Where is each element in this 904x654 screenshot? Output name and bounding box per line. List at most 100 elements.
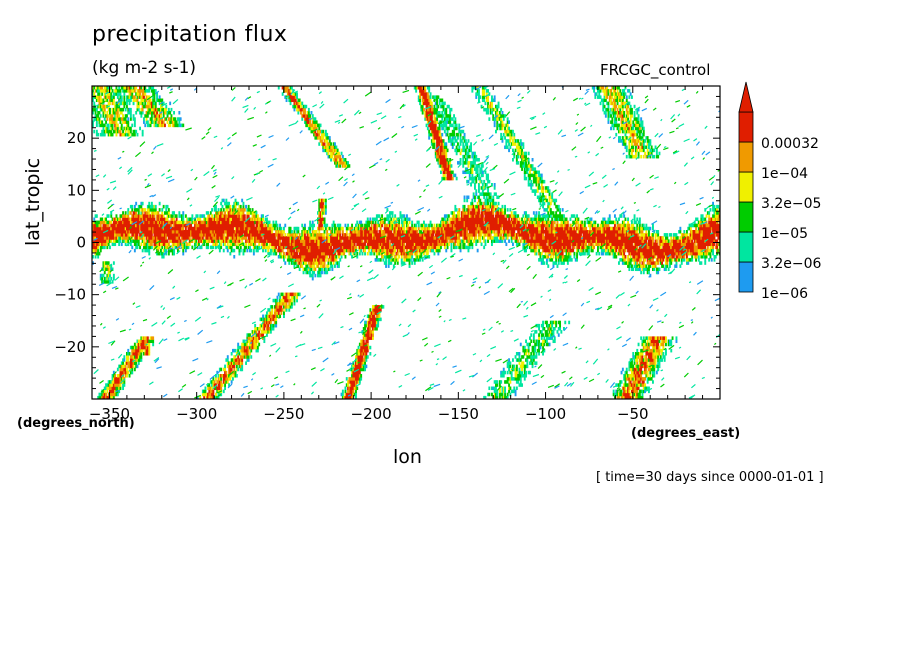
precip-cell <box>302 255 305 259</box>
precip-cell <box>284 233 287 237</box>
precip-cell <box>195 214 198 218</box>
precip-cell <box>334 145 336 150</box>
precip-cell <box>318 230 321 234</box>
precip-cell <box>275 298 278 303</box>
precip-cell <box>136 95 139 99</box>
precip-cell <box>132 217 135 222</box>
precip-cell <box>170 233 173 237</box>
precip-cell <box>292 242 295 247</box>
precip-cell <box>215 233 217 237</box>
precip-cell <box>357 242 360 247</box>
precip-cell <box>199 233 202 237</box>
precip-cell <box>301 230 304 234</box>
precip-cell <box>127 117 130 121</box>
precip-cell <box>112 370 115 375</box>
precip-cell <box>358 358 361 362</box>
precip-cell <box>369 236 372 240</box>
precip-cell <box>322 220 325 225</box>
precip-cell <box>266 220 268 225</box>
precip-cell <box>122 89 125 93</box>
precip-cell <box>215 236 217 240</box>
precip-cell <box>158 101 161 106</box>
precip-cell <box>224 383 227 387</box>
precip-cell <box>252 330 255 334</box>
precip-cell <box>385 251 388 256</box>
precip-cell <box>424 111 427 115</box>
precip-cell <box>254 239 257 243</box>
precip-cell <box>331 242 334 247</box>
precip-cell <box>106 86 109 90</box>
precip-cell <box>183 239 186 243</box>
precip-cell <box>349 251 352 256</box>
precip-cell <box>237 358 240 362</box>
precip-cell <box>349 230 352 234</box>
precip-cell <box>433 129 436 134</box>
precip-cell <box>250 348 253 353</box>
precip-cell <box>383 233 386 237</box>
precip-cell <box>339 154 342 159</box>
precip-cell <box>107 123 110 128</box>
precip-cell <box>136 101 139 106</box>
precip-cell <box>356 367 359 372</box>
precip-cell <box>233 220 236 225</box>
precip-cell <box>319 233 322 237</box>
precip-cell <box>341 392 344 397</box>
precip-cell <box>182 233 185 237</box>
precip-cell <box>328 242 331 247</box>
precip-cell <box>149 120 152 124</box>
precip-cell <box>310 233 313 237</box>
precip-cell <box>146 223 149 228</box>
precip-cell <box>419 86 422 90</box>
precip-cell <box>352 389 355 394</box>
precip-cell <box>150 117 153 121</box>
precip-cell <box>351 389 354 394</box>
precip-cell <box>139 355 142 359</box>
precip-cell <box>141 208 144 212</box>
precip-cell <box>107 214 110 218</box>
precip-cell <box>387 261 390 265</box>
precip-cell <box>412 226 415 231</box>
precip-cell <box>357 364 360 369</box>
precip-cell <box>249 239 251 243</box>
precip-cell <box>315 126 318 131</box>
precip-cell <box>317 129 319 134</box>
precip-cell <box>162 242 165 247</box>
precip-cell <box>323 198 326 203</box>
precip-cell <box>173 117 176 121</box>
precip-cell <box>119 383 122 387</box>
precip-cell <box>416 239 419 243</box>
precip-cell <box>135 364 138 369</box>
precip-cell <box>95 120 98 124</box>
precip-cell <box>408 245 411 250</box>
precip-cell <box>120 101 123 106</box>
precip-cell <box>229 364 232 369</box>
precip-cell <box>275 242 278 247</box>
precip-cell <box>192 230 195 234</box>
precip-cell <box>111 117 114 121</box>
precip-cell <box>375 323 378 328</box>
precip-cell <box>133 223 136 228</box>
precip-cell <box>141 89 144 93</box>
precip-cell <box>98 230 101 234</box>
precip-cell <box>373 320 376 325</box>
precip-cell <box>400 258 403 262</box>
precip-cell <box>262 336 265 340</box>
precip-cell <box>149 98 152 103</box>
precip-cell <box>292 251 295 256</box>
precip-cell <box>161 104 164 109</box>
precip-cell <box>243 352 246 356</box>
precip-cell <box>437 129 440 134</box>
precip-cell <box>267 230 270 234</box>
precip-cell <box>402 223 405 228</box>
precip-cell <box>428 111 431 115</box>
precip-cell <box>360 239 363 243</box>
precip-cell <box>398 226 401 231</box>
precip-cell <box>351 236 354 240</box>
precip-cell <box>373 245 376 250</box>
precip-cell <box>269 330 272 334</box>
precip-cell <box>139 126 142 131</box>
precip-cell <box>309 123 312 128</box>
precip-cell <box>161 98 164 103</box>
precip-cell <box>133 345 136 350</box>
precip-cell <box>103 242 106 247</box>
